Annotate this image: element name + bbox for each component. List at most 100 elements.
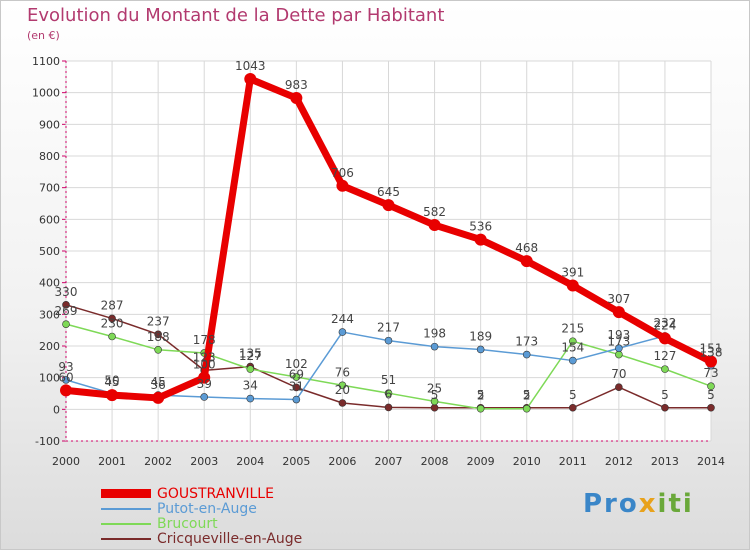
data-point — [338, 328, 347, 336]
x-tick-label: 2010 — [513, 455, 541, 468]
data-point — [154, 345, 162, 354]
chart-title: Evolution du Montant de la Dette par Hab… — [27, 5, 445, 26]
data-point — [154, 330, 162, 339]
data-label: 983 — [285, 78, 308, 92]
data-label: 224 — [653, 318, 676, 332]
data-point — [705, 355, 717, 368]
data-label: 135 — [239, 347, 262, 361]
data-point — [474, 233, 487, 246]
data-label: 36 — [151, 378, 166, 392]
legend-item: Putot-en-Auge — [101, 501, 302, 517]
data-label: 536 — [469, 220, 492, 234]
data-label: 468 — [515, 241, 538, 255]
y-tick-label: 1000 — [32, 87, 60, 100]
data-label: 217 — [377, 321, 400, 335]
data-label: 154 — [561, 341, 584, 355]
data-point — [292, 373, 301, 381]
data-label: 178 — [193, 333, 216, 347]
x-tick-label: 2000 — [52, 455, 80, 468]
data-label: 189 — [469, 329, 492, 343]
data-point — [338, 381, 347, 390]
data-point — [707, 382, 715, 391]
data-point — [476, 404, 485, 413]
data-label: 287 — [101, 298, 124, 312]
data-point — [382, 199, 395, 212]
data-point — [476, 345, 485, 354]
data-point — [520, 255, 533, 268]
data-label: 73 — [703, 366, 718, 380]
data-label: 20 — [335, 383, 350, 397]
data-label: 706 — [331, 166, 354, 180]
legend-label: GOUSTRANVILLE — [157, 485, 274, 502]
data-point — [707, 403, 715, 412]
data-label: 188 — [147, 330, 170, 344]
data-label: 25 — [427, 381, 442, 395]
data-point — [430, 342, 439, 351]
x-tick-label: 2001 — [98, 455, 126, 468]
data-point — [108, 314, 116, 323]
data-label: 127 — [239, 349, 262, 363]
legend-item: GOUSTRANVILLE — [101, 485, 302, 502]
data-label: 45 — [151, 375, 166, 389]
data-label: 5 — [523, 388, 531, 402]
legend-swatch — [101, 489, 151, 498]
x-tick-label: 2009 — [467, 455, 495, 468]
data-label: 232 — [653, 316, 676, 330]
data-point — [430, 397, 439, 406]
x-tick-label: 2008 — [421, 455, 449, 468]
data-label: 244 — [331, 312, 354, 326]
data-point — [566, 279, 579, 292]
x-tick-label: 2002 — [144, 455, 172, 468]
legend-label: Brucourt — [157, 515, 218, 532]
logo-part-1: Pro — [583, 489, 639, 519]
data-point — [615, 383, 623, 391]
data-label: 123 — [193, 350, 216, 364]
data-label: 307 — [607, 292, 630, 306]
data-label: 193 — [607, 328, 630, 342]
data-label: 330 — [55, 285, 78, 299]
data-point — [106, 389, 119, 402]
x-tick-label: 2004 — [236, 455, 264, 468]
data-point — [568, 337, 577, 346]
data-point — [62, 301, 70, 309]
data-point — [384, 389, 393, 397]
data-label: 151 — [700, 342, 723, 356]
data-label: 5 — [569, 388, 577, 402]
data-label: 2 — [523, 389, 531, 403]
legend-item: Brucourt — [101, 515, 302, 532]
y-tick-label: 800 — [39, 150, 60, 163]
data-label: 230 — [101, 317, 124, 331]
data-point — [62, 320, 70, 328]
proxiti-logo: Proxiti — [583, 489, 694, 519]
data-label: 34 — [243, 379, 258, 393]
x-tick-label: 2005 — [282, 455, 310, 468]
data-point — [246, 394, 255, 403]
data-point — [658, 332, 671, 345]
y-tick-label: 1100 — [32, 55, 60, 68]
data-point — [612, 306, 625, 319]
data-point — [108, 332, 116, 341]
data-point — [200, 393, 209, 401]
legend-label: Cricqueville-en-Auge — [157, 530, 303, 547]
data-label: 237 — [147, 314, 170, 328]
logo-part-3: iti — [657, 489, 694, 519]
data-label: 391 — [561, 266, 584, 280]
x-tick-label: 2013 — [651, 455, 679, 468]
data-label: 6 — [385, 387, 393, 401]
data-point — [246, 365, 255, 373]
x-tick-label: 2003 — [190, 455, 218, 468]
x-tick-label: 2012 — [605, 455, 633, 468]
y-tick-label: 600 — [39, 213, 60, 226]
logo-part-2: x — [638, 489, 658, 519]
data-label: 2 — [477, 389, 485, 403]
data-point — [384, 403, 393, 412]
y-tick-label: -100 — [35, 435, 60, 448]
data-label: 5 — [661, 388, 669, 402]
data-label: 5 — [431, 388, 439, 402]
data-point — [338, 399, 347, 407]
data-point — [430, 403, 439, 412]
data-point — [615, 344, 623, 353]
data-label: 138 — [700, 346, 723, 360]
